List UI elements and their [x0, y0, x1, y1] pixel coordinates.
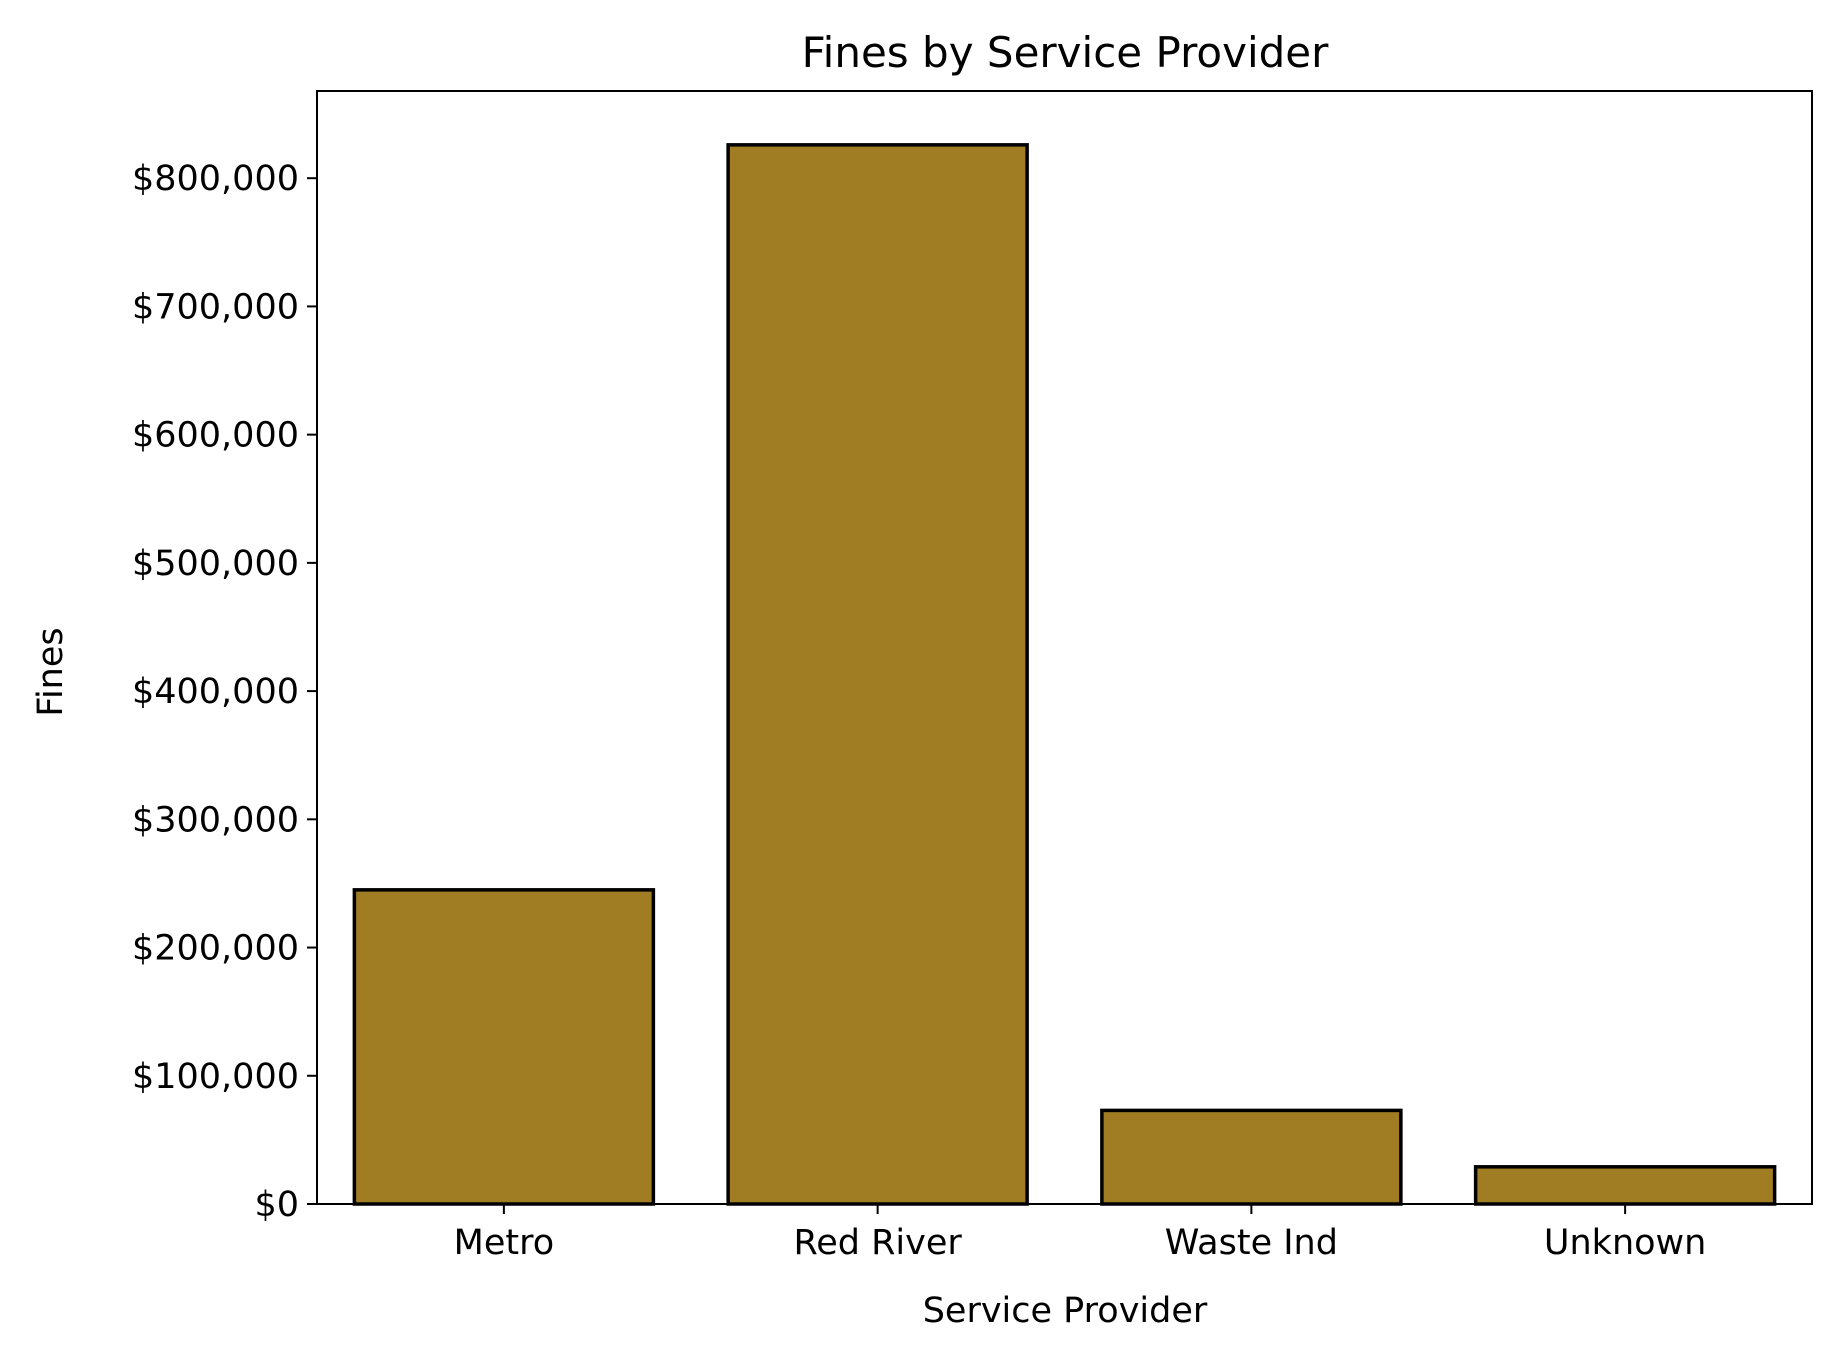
bar — [352, 888, 656, 1206]
axes-frame — [316, 90, 1813, 1205]
y-tick-label: $700,000 — [132, 287, 299, 327]
x-tick-label: Red River — [793, 1223, 962, 1263]
y-tick-label: $600,000 — [132, 416, 299, 456]
chart-title: Fines by Service Provider — [802, 28, 1330, 77]
x-tick-label: Metro — [454, 1223, 555, 1263]
bar — [726, 143, 1029, 1206]
y-tick-label: $200,000 — [132, 929, 299, 969]
y-axis-label: Fines — [31, 627, 71, 716]
plot-area: Metro Red River Waste Ind Unknown $0 $100,000… — [132, 90, 1813, 1263]
x-tick-label: Waste Ind — [1165, 1223, 1338, 1263]
y-tick-label: $300,000 — [132, 800, 299, 840]
y-tick-label: $0 — [254, 1185, 299, 1225]
y-tick-label: $800,000 — [132, 159, 299, 199]
y-tick-label: $400,000 — [132, 672, 299, 712]
x-tick-label: Unknown — [1544, 1223, 1706, 1263]
y-tick-label: $500,000 — [132, 544, 299, 584]
bar — [1473, 1165, 1777, 1206]
bar — [1100, 1108, 1403, 1206]
y-tick-label: $100,000 — [132, 1057, 299, 1097]
x-axis-label: Service Provider — [923, 1291, 1208, 1331]
